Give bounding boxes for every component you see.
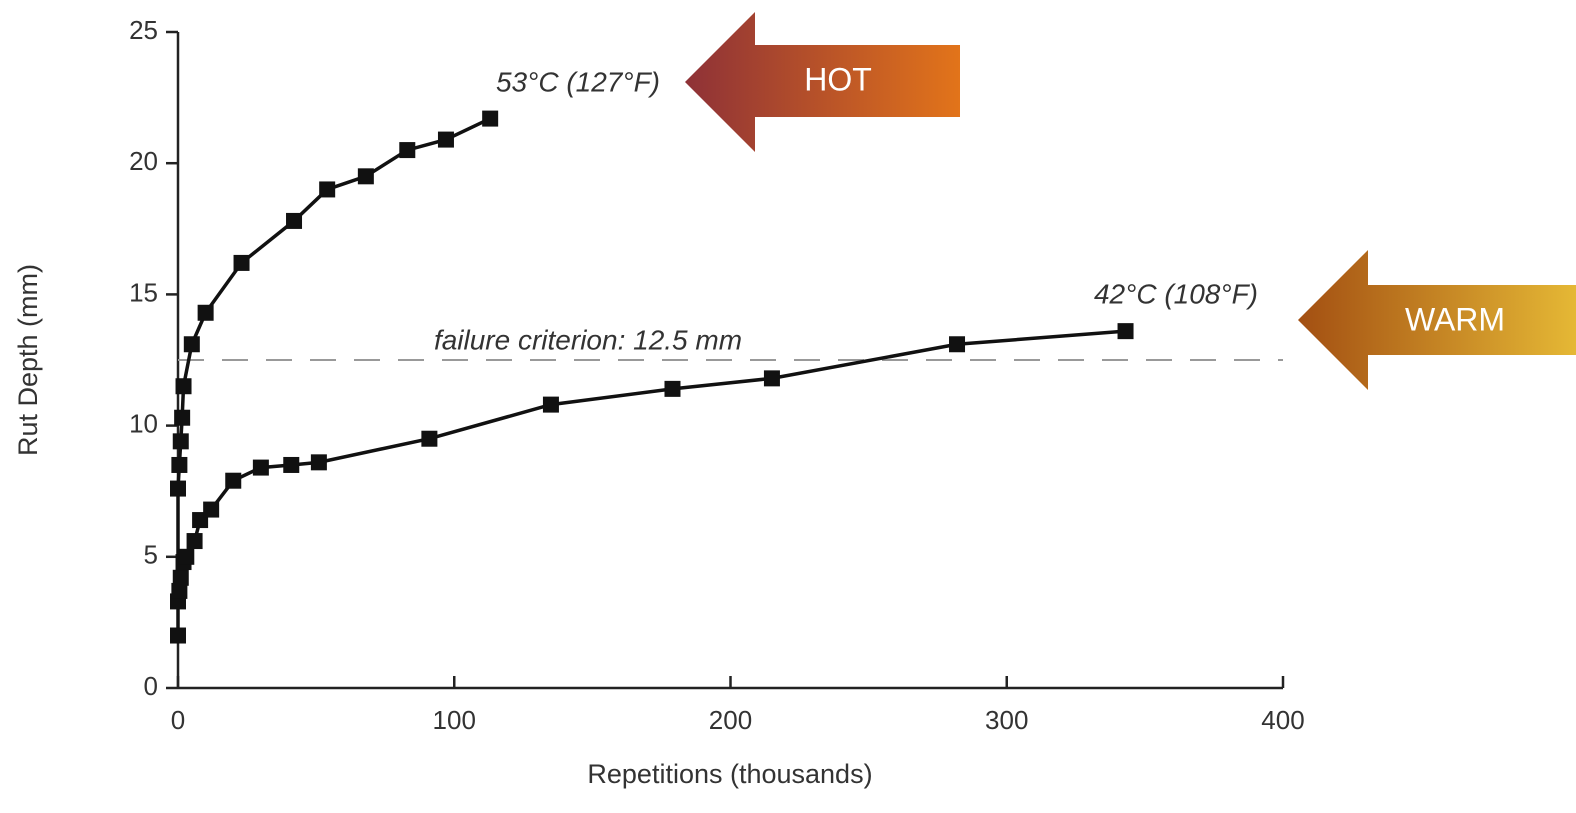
data-point — [399, 142, 416, 159]
data-point — [437, 131, 454, 148]
x-tick-label: 200 — [709, 705, 752, 735]
warm-arrow — [1298, 250, 1576, 390]
data-point — [252, 459, 269, 476]
y-tick-label: 0 — [144, 671, 158, 701]
data-point — [170, 480, 186, 497]
x-tick-label: 100 — [433, 705, 476, 735]
series-label: 53°C (127°F) — [496, 66, 660, 97]
data-point — [172, 569, 189, 586]
y-axis-title: Rut Depth (mm) — [13, 264, 43, 456]
data-point — [186, 533, 203, 550]
data-point — [183, 336, 200, 353]
data-point — [286, 212, 303, 229]
hot-label: HOT — [804, 61, 872, 97]
warm-label: WARM — [1405, 301, 1505, 337]
data-point — [310, 454, 327, 471]
x-tick-label: 300 — [985, 705, 1028, 735]
data-point — [763, 370, 780, 387]
data-point — [172, 433, 189, 450]
y-tick-label: 20 — [129, 146, 158, 176]
x-axis-title: Repetitions (thousands) — [587, 759, 872, 789]
data-point — [319, 181, 336, 198]
data-point — [421, 430, 438, 447]
data-point — [175, 378, 192, 395]
y-tick-label: 25 — [129, 15, 158, 45]
data-point — [174, 409, 191, 426]
data-point — [482, 110, 499, 127]
data-point — [178, 548, 195, 565]
data-point — [171, 582, 188, 599]
data-point — [197, 304, 214, 321]
data-point — [170, 627, 186, 644]
y-tick-label: 5 — [144, 540, 158, 570]
hot-arrow — [685, 12, 960, 152]
threshold-label: failure criterion: 12.5 mm — [434, 324, 742, 355]
data-point — [357, 168, 374, 185]
series-label: 42°C (108°F) — [1094, 278, 1258, 309]
y-tick-label: 10 — [129, 408, 158, 438]
x-tick-label: 0 — [171, 705, 185, 735]
y-tick-label: 15 — [129, 277, 158, 307]
data-point — [664, 380, 681, 397]
data-point — [233, 254, 250, 271]
data-point — [542, 396, 559, 413]
data-point — [171, 456, 188, 473]
data-point — [203, 501, 220, 518]
x-tick-label: 400 — [1261, 705, 1304, 735]
data-point — [1117, 323, 1134, 340]
data-point — [225, 472, 242, 489]
data-point — [949, 336, 966, 353]
data-point — [283, 456, 300, 473]
